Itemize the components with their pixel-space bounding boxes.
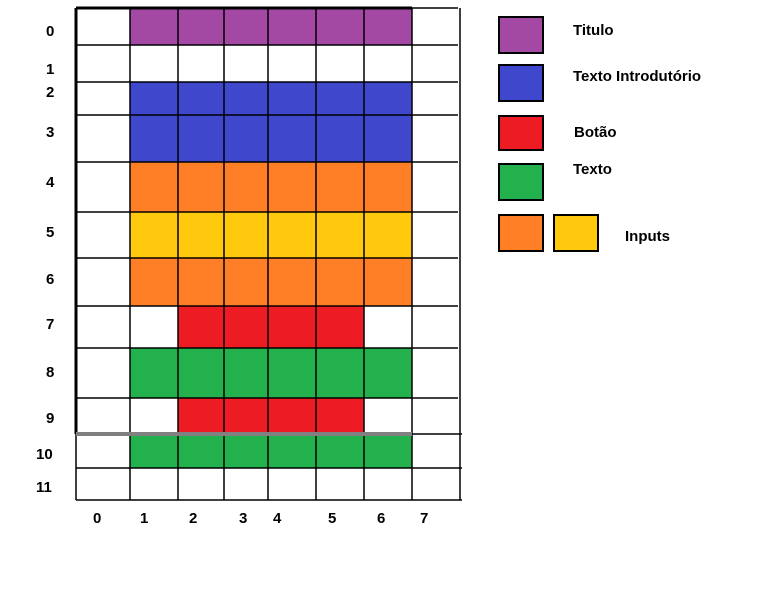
titulo-block: [130, 8, 412, 45]
row-label: 8: [46, 364, 55, 381]
texto-introdutorio-block: [130, 82, 412, 162]
column-label: 6: [377, 510, 386, 527]
botao-block-2: [178, 398, 364, 434]
row-label: 1: [46, 61, 55, 78]
legend-swatch-yellow: [553, 214, 599, 252]
texto-block-1: [130, 348, 412, 398]
legend-swatch-green: [498, 163, 544, 201]
row-label: 10: [36, 446, 53, 463]
row-label: 0: [46, 23, 55, 40]
input-block-2: [130, 212, 412, 258]
column-label: 7: [420, 510, 429, 527]
botao-block-1: [178, 306, 364, 348]
legend-swatch-orange: [498, 214, 544, 252]
legend-label: Texto Introdutório: [573, 68, 702, 85]
legend-swatch-red: [498, 115, 544, 151]
legend-swatch-purple: [498, 16, 544, 54]
legend-label: Texto: [573, 161, 612, 178]
column-label: 2: [189, 510, 198, 527]
row-label: 9: [46, 410, 55, 427]
row-label: 7: [46, 316, 55, 333]
row-label: 6: [46, 271, 55, 288]
row-label: 3: [46, 124, 55, 141]
row-label: 4: [46, 174, 55, 191]
column-label: 4: [273, 510, 282, 527]
input-block-3: [130, 258, 412, 306]
row-label: 11: [36, 479, 52, 496]
texto-block-2: [130, 434, 412, 468]
column-label: 0: [93, 510, 102, 527]
input-block-1: [130, 162, 412, 212]
legend-label: Inputs: [625, 228, 670, 245]
column-label: 5: [328, 510, 337, 527]
column-label: 3: [239, 510, 248, 527]
legend-swatch-blue: [498, 64, 544, 102]
legend-label: Titulo: [573, 22, 614, 39]
row-label: 2: [46, 84, 55, 101]
legend-label: Botão: [574, 124, 617, 141]
column-label: 1: [140, 510, 149, 527]
row-label: 5: [46, 224, 55, 241]
